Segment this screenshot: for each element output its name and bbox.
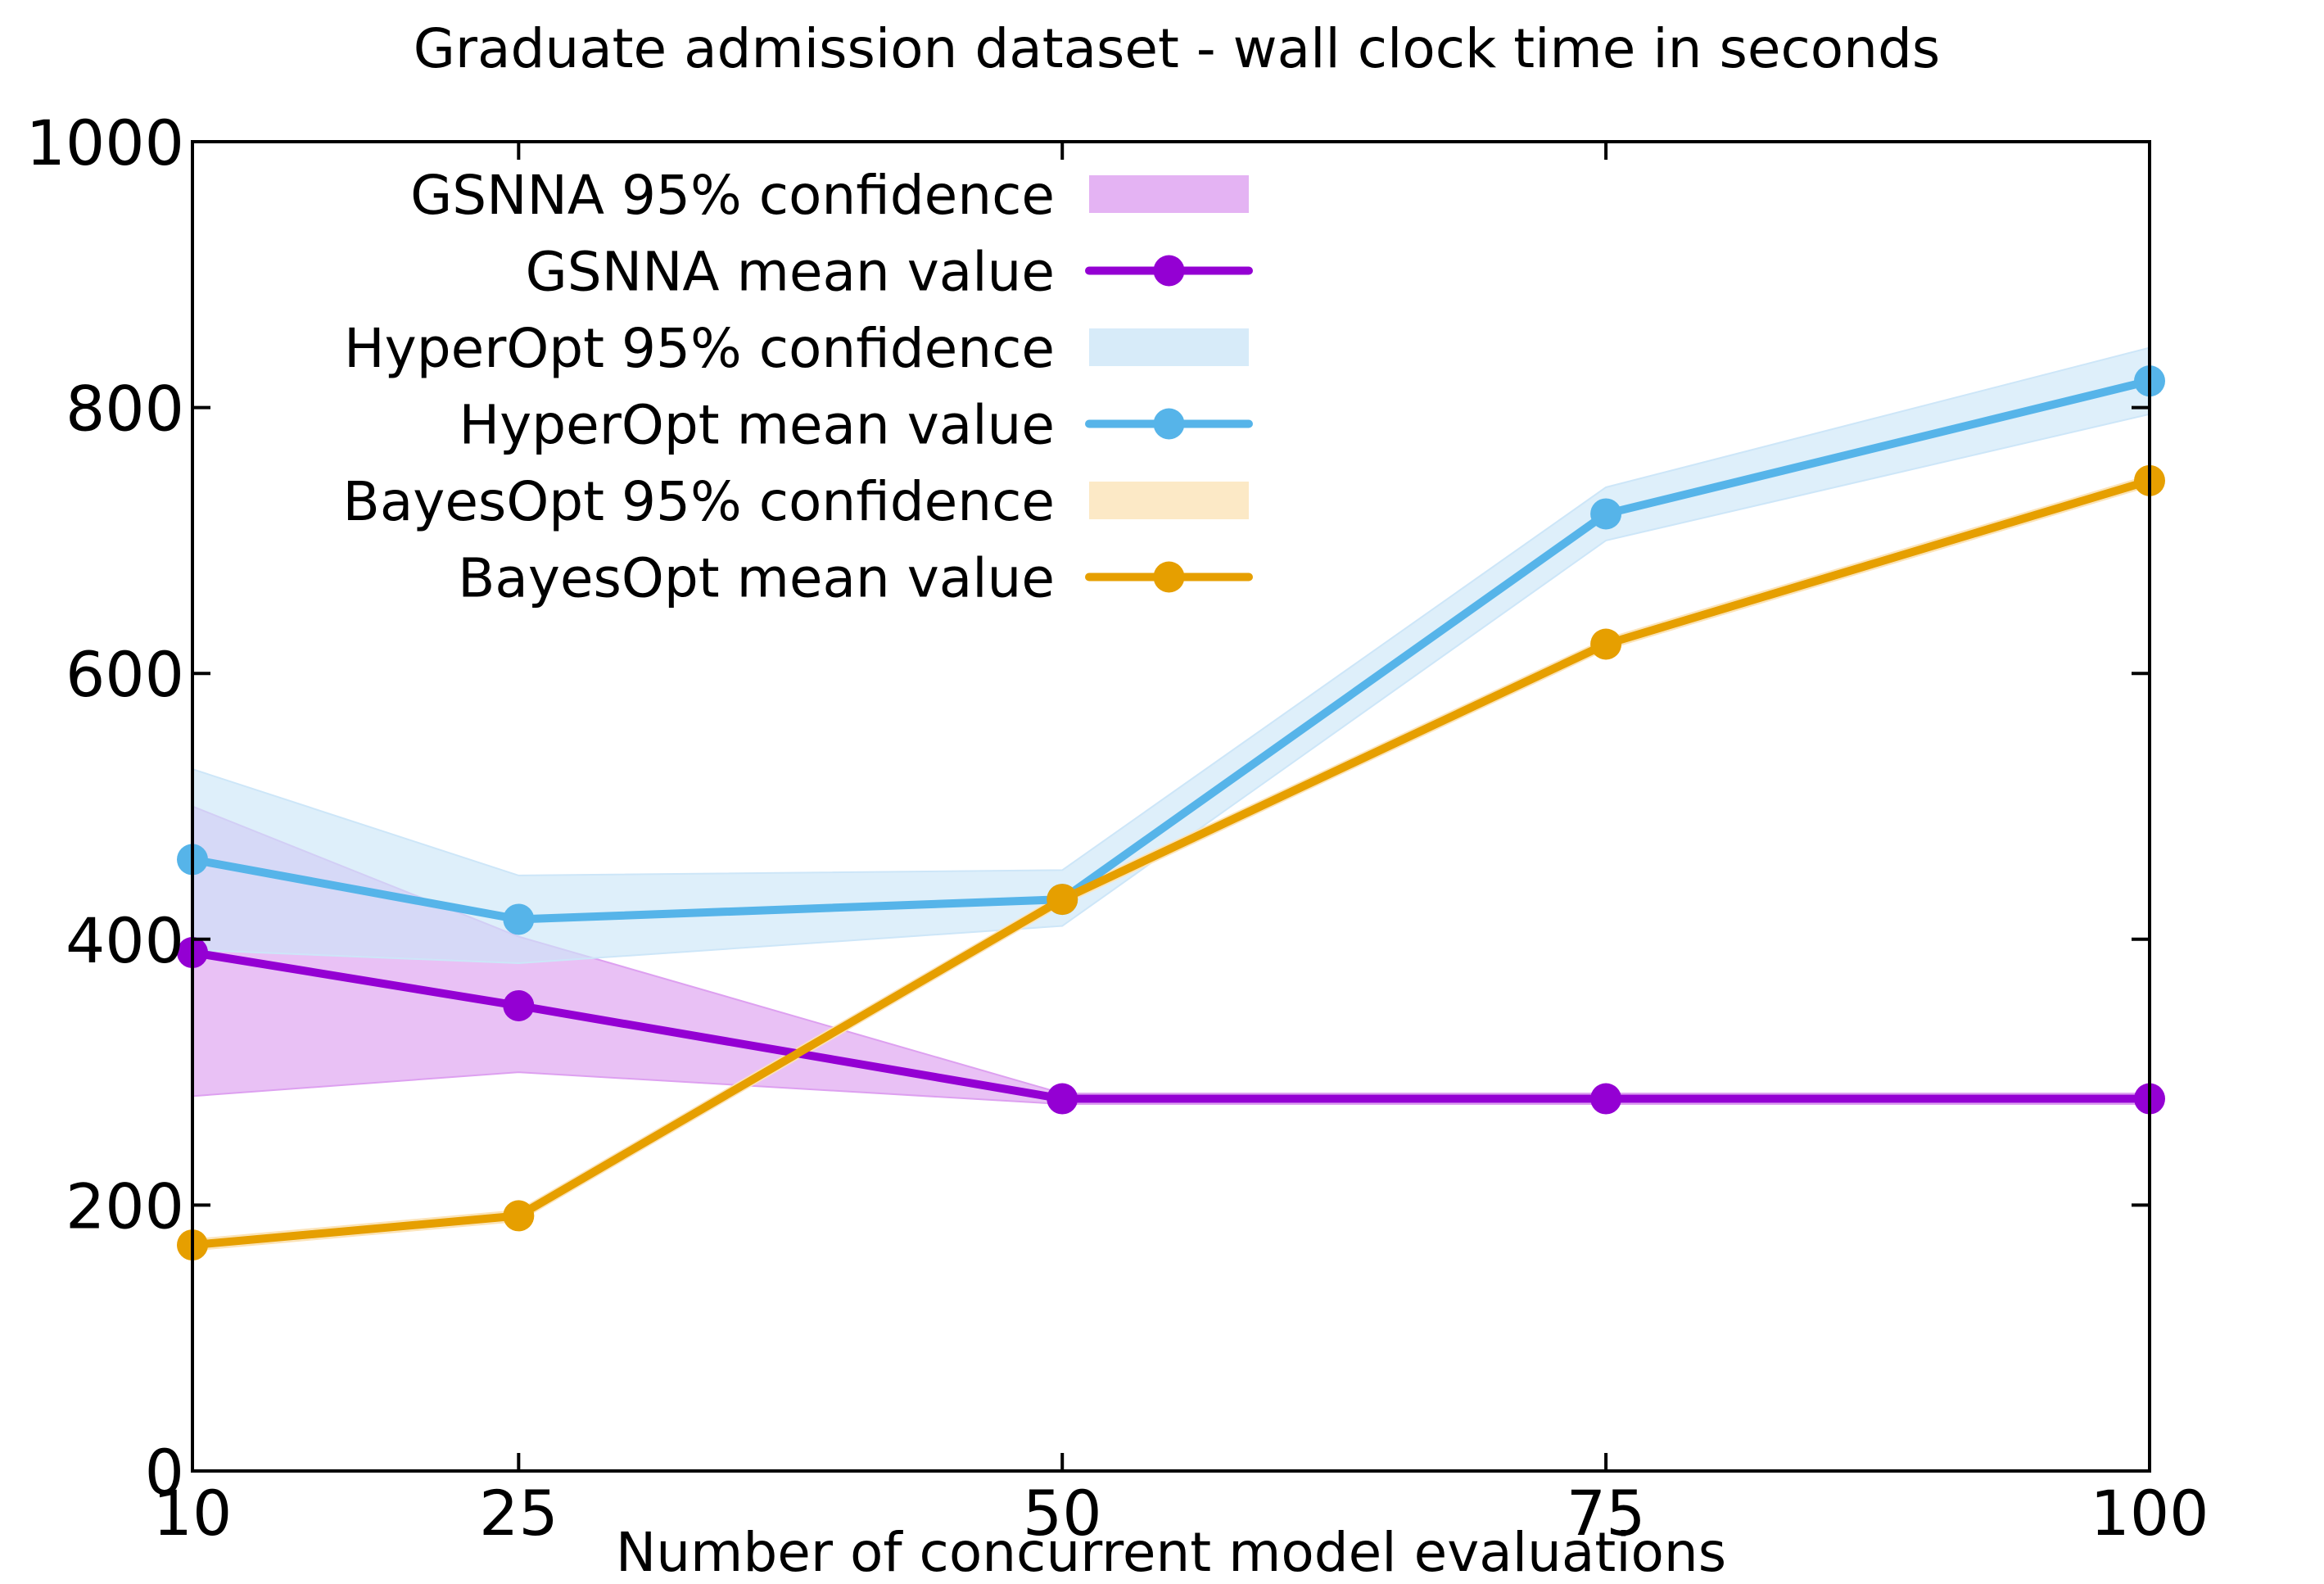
hyperopt-point-75 [1590,498,1622,530]
legend-label-gsnna-95-confidence: GSNNA 95% confidence [410,164,1055,227]
y-tick-label-800: 800 [66,373,184,446]
bayesopt-point-50 [1047,884,1078,916]
chart-title: Graduate admission dataset - wall clock … [414,17,1941,80]
legend-marker-hyperopt-mean-value [1153,408,1185,440]
y-tick-label-400: 400 [66,904,184,977]
legend-swatch-hyperopt-95-confidence [1089,328,1249,366]
y-tick-label-1000: 1000 [26,106,184,179]
legend: GSNNA 95% confidence GSNNA mean value Hype… [343,164,1253,610]
x-tick-label-25: 25 [479,1477,558,1550]
x-tick-label-10: 10 [153,1477,233,1550]
y-tick-label-200: 200 [66,1170,184,1242]
hyperopt-point-25 [503,903,535,935]
axis-ticks: 0 200 400 600 800 1000 10 25 50 75 100 [26,106,2209,1550]
plot-frame [191,140,2151,1473]
x-axis-label: Number of concurrent model evaluations [616,1521,1726,1584]
legend-swatch-bayesopt-95-confidence [1089,482,1249,519]
legend-label-bayesopt-mean-value: BayesOpt mean value [458,547,1055,610]
legend-label-gsnna-mean-value: GSNNA mean value [526,241,1055,304]
legend-label-hyperopt-mean-value: HyperOpt mean value [459,394,1055,457]
legend-swatch-gsnna-95-confidence [1089,175,1249,213]
legend-marker-bayesopt-mean-value [1153,561,1185,593]
x-tick-label-75: 75 [1567,1477,1646,1550]
legend-label-hyperopt-95-confidence: HyperOpt 95% confidence [344,317,1055,380]
x-tick-label-50: 50 [1023,1477,1102,1550]
x-tick-label-100: 100 [2090,1477,2209,1550]
gsnna-point-25 [503,989,535,1021]
legend-marker-gsnna-mean-value [1153,255,1185,287]
gsnna-point-75 [1590,1083,1622,1115]
y-tick-label-0: 0 [145,1436,184,1509]
bayesopt-point-75 [1590,628,1622,660]
bayesopt-point-25 [503,1200,535,1232]
y-tick-label-600: 600 [66,638,184,711]
gsnna-point-50 [1047,1083,1078,1115]
legend-label-bayesopt-95-confidence: BayesOpt 95% confidence [343,470,1055,533]
